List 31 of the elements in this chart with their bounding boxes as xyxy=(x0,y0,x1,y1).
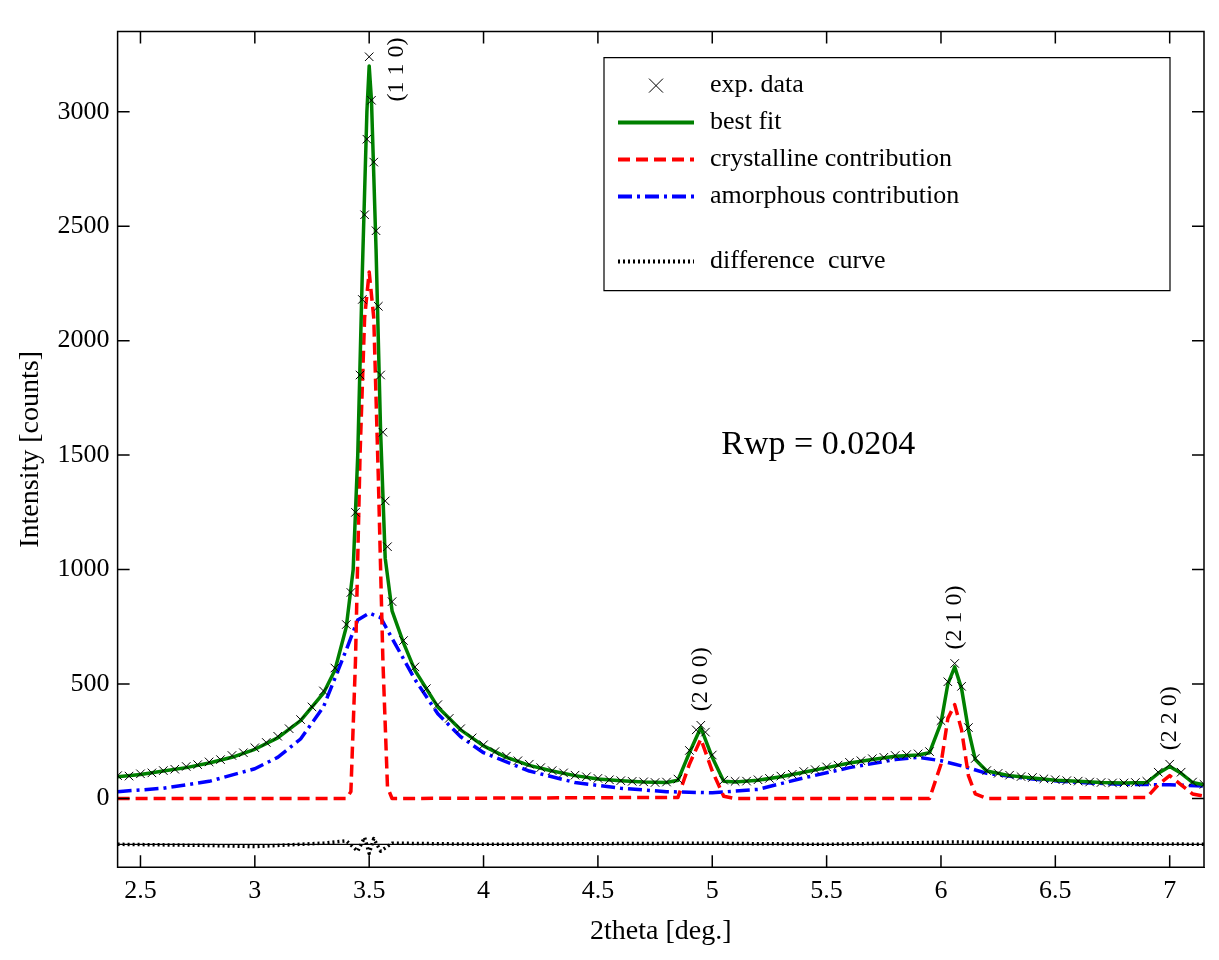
x-tick-label: 4 xyxy=(477,874,491,904)
y-tick-label: 1000 xyxy=(57,553,110,583)
x-tick-label: 2.5 xyxy=(124,874,157,904)
y-tick-label: 3000 xyxy=(57,95,110,125)
x-tick-label: 3.5 xyxy=(352,874,386,904)
y-axis-title: Intensity [counts] xyxy=(13,351,45,548)
y-tick-label: 0 xyxy=(96,782,110,812)
annotation: (2 0 0) xyxy=(686,647,713,712)
y-tick-label: 2500 xyxy=(57,210,110,240)
y-tick-label: 500 xyxy=(70,667,110,697)
annotation: (2 2 0) xyxy=(1154,686,1181,751)
x-tick-label: 6.5 xyxy=(1039,874,1072,904)
line-series xyxy=(117,611,1204,795)
legend-label: amorphous contribution xyxy=(710,180,960,210)
x-tick-label: 4.5 xyxy=(581,874,615,904)
annotation: (2 1 0) xyxy=(940,585,966,650)
legend-label: exp. data xyxy=(710,69,805,99)
legend-label: crystalline contribution xyxy=(710,143,952,173)
legend-label: difference curve xyxy=(710,245,886,275)
x-tick-label: 7 xyxy=(1163,874,1177,904)
x-tick-label: 6 xyxy=(934,874,948,904)
x-tick-label: 5 xyxy=(705,874,719,904)
y-tick-label: 2000 xyxy=(57,324,110,354)
line-series xyxy=(117,270,1204,801)
annotation: (1 1 0) xyxy=(382,37,409,102)
legend-label: best fit xyxy=(710,106,783,136)
y-tick-label: 1500 xyxy=(57,438,110,468)
annotation: Rwp = 0.0204 xyxy=(721,424,916,462)
x-axis-title: 2theta [deg.] xyxy=(590,913,732,945)
x-tick-label: 3 xyxy=(248,874,262,904)
x-tick-label: 5.5 xyxy=(810,874,843,904)
